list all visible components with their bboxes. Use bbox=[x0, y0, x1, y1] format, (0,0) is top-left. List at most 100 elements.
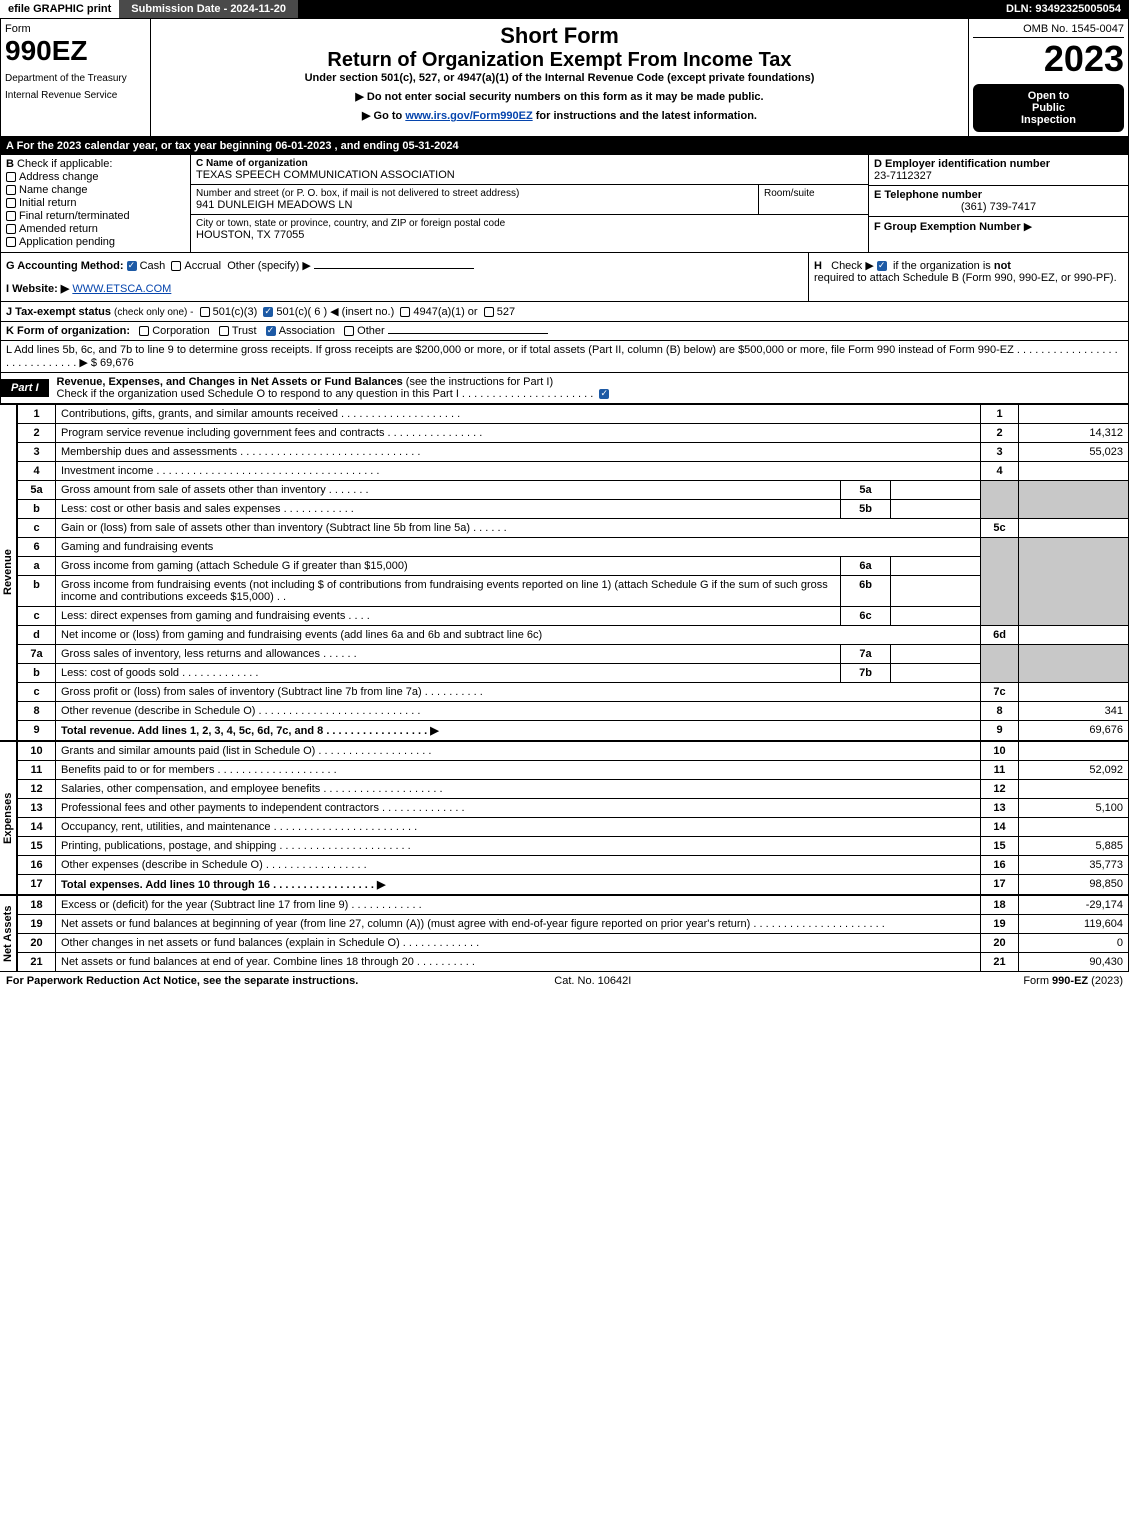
footer-left: For Paperwork Reduction Act Notice, see … bbox=[6, 975, 358, 987]
line-7b: bLess: cost of goods sold . . . . . . . … bbox=[18, 664, 1129, 683]
part1-check-line: Check if the organization used Schedule … bbox=[57, 388, 1120, 400]
gh-block: G Accounting Method: Cash Accrual Other … bbox=[0, 253, 1129, 302]
irs-link[interactable]: www.irs.gov/Form990EZ bbox=[405, 110, 532, 122]
net-assets-table: 18Excess or (deficit) for the year (Subt… bbox=[17, 895, 1129, 972]
e-label: E Telephone number bbox=[874, 189, 1123, 201]
check-final-return[interactable]: Final return/terminated bbox=[6, 210, 185, 222]
city-label: City or town, state or province, country… bbox=[196, 218, 863, 229]
checkbox-other-icon[interactable] bbox=[344, 326, 354, 336]
line-10: 10Grants and similar amounts paid (list … bbox=[18, 742, 1129, 761]
goto-note: ▶ Go to www.irs.gov/Form990EZ for instru… bbox=[155, 109, 964, 122]
ein-value: 23-7112327 bbox=[874, 170, 1123, 182]
line-6d: dNet income or (loss) from gaming and fu… bbox=[18, 626, 1129, 645]
top-bar: efile GRAPHIC print Submission Date - 20… bbox=[0, 0, 1129, 18]
form-header: Form 990EZ Department of the Treasury In… bbox=[0, 18, 1129, 137]
part1-header: Part I Revenue, Expenses, and Changes in… bbox=[0, 373, 1129, 404]
header-right: OMB No. 1545-0047 2023 Open to Public In… bbox=[968, 19, 1128, 136]
checkbox-icon[interactable] bbox=[6, 172, 16, 182]
org-name: TEXAS SPEECH COMMUNICATION ASSOCIATION bbox=[196, 169, 863, 181]
b-label: B Check if applicable: bbox=[6, 158, 185, 170]
checkbox-part1-icon[interactable] bbox=[599, 389, 609, 399]
net-assets-section: Net Assets 18Excess or (deficit) for the… bbox=[0, 895, 1129, 972]
c-label: C Name of organization bbox=[196, 158, 863, 169]
expenses-table: 10Grants and similar amounts paid (list … bbox=[17, 741, 1129, 895]
line-5a: 5aGross amount from sale of assets other… bbox=[18, 481, 1129, 500]
short-form-title: Short Form bbox=[155, 23, 964, 49]
checkbox-501c3-icon[interactable] bbox=[200, 307, 210, 317]
k-o3: Association bbox=[279, 325, 335, 337]
i-label: I Website: ▶ bbox=[6, 283, 69, 295]
form-subtitle: Under section 501(c), 527, or 4947(a)(1)… bbox=[155, 72, 964, 84]
checkbox-assoc-icon[interactable] bbox=[266, 326, 276, 336]
open-line3: Inspection bbox=[979, 114, 1118, 126]
g-label: G Accounting Method: bbox=[6, 260, 124, 272]
checkbox-accrual-icon[interactable] bbox=[171, 261, 181, 271]
line-2: 2Program service revenue including gover… bbox=[18, 424, 1129, 443]
line-6a: aGross income from gaming (attach Schedu… bbox=[18, 557, 1129, 576]
checkbox-corp-icon[interactable] bbox=[139, 326, 149, 336]
irs-label: Internal Revenue Service bbox=[5, 90, 146, 101]
h-text2: if the organization is bbox=[893, 260, 994, 272]
k-o4: Other bbox=[357, 325, 385, 337]
dln-label: DLN: 93492325005054 bbox=[998, 0, 1129, 18]
g-other: Other (specify) ▶ bbox=[227, 260, 311, 272]
header-center: Short Form Return of Organization Exempt… bbox=[151, 19, 968, 136]
net-assets-vertical-label: Net Assets bbox=[0, 895, 17, 972]
part1-title-sub: (see the instructions for Part I) bbox=[406, 376, 553, 388]
line-15: 15Printing, publications, postage, and s… bbox=[18, 837, 1129, 856]
street-label: Number and street (or P. O. box, if mail… bbox=[196, 188, 753, 199]
checkbox-trust-icon[interactable] bbox=[219, 326, 229, 336]
arrow-icon: ▶ bbox=[1024, 221, 1032, 233]
checkbox-501c-icon[interactable] bbox=[263, 307, 273, 317]
footer-catno: Cat. No. 10642I bbox=[554, 975, 631, 987]
check-application-pending[interactable]: Application pending bbox=[6, 236, 185, 248]
checkbox-4947-icon[interactable] bbox=[400, 307, 410, 317]
checkbox-icon[interactable] bbox=[6, 211, 16, 221]
efile-label[interactable]: efile GRAPHIC print bbox=[0, 0, 119, 18]
k-other-input[interactable] bbox=[388, 333, 548, 334]
j-o3: 4947(a)(1) or bbox=[413, 306, 477, 318]
l-text: L Add lines 5b, 6c, and 7b to line 9 to … bbox=[6, 344, 1118, 369]
street-value: 941 DUNLEIGH MEADOWS LN bbox=[196, 199, 753, 211]
g-other-input[interactable] bbox=[314, 268, 474, 269]
checkbox-icon[interactable] bbox=[6, 224, 16, 234]
line-1: 1Contributions, gifts, grants, and simil… bbox=[18, 405, 1129, 424]
check-address-change[interactable]: Address change bbox=[6, 171, 185, 183]
expenses-section: Expenses 10Grants and similar amounts pa… bbox=[0, 741, 1129, 895]
submission-date: Submission Date - 2024-11-20 bbox=[119, 0, 298, 18]
checkbox-h-icon[interactable] bbox=[877, 261, 887, 271]
city-value: HOUSTON, TX 77055 bbox=[196, 229, 863, 241]
form-title: Return of Organization Exempt From Incom… bbox=[155, 49, 964, 72]
part1-title: Revenue, Expenses, and Changes in Net As… bbox=[57, 376, 403, 388]
checkbox-icon[interactable] bbox=[6, 185, 16, 195]
j-sub: (check only one) - bbox=[114, 307, 193, 318]
revenue-vertical-label: Revenue bbox=[0, 404, 17, 741]
row-j: J Tax-exempt status (check only one) - 5… bbox=[0, 302, 1129, 322]
check-amended-return[interactable]: Amended return bbox=[6, 223, 185, 235]
checkbox-icon[interactable] bbox=[6, 198, 16, 208]
k-label: K Form of organization: bbox=[6, 325, 130, 337]
line-3: 3Membership dues and assessments . . . .… bbox=[18, 443, 1129, 462]
check-initial-return[interactable]: Initial return bbox=[6, 197, 185, 209]
checkbox-527-icon[interactable] bbox=[484, 307, 494, 317]
form-word: Form bbox=[5, 23, 146, 35]
checkbox-icon[interactable] bbox=[6, 237, 16, 247]
line-21: 21Net assets or fund balances at end of … bbox=[18, 953, 1129, 972]
open-line2: Public bbox=[979, 102, 1118, 114]
website-link[interactable]: WWW.ETSCA.COM bbox=[72, 283, 171, 295]
line-6: 6Gaming and fundraising events bbox=[18, 538, 1129, 557]
line-12: 12Salaries, other compensation, and empl… bbox=[18, 780, 1129, 799]
k-o1: Corporation bbox=[152, 325, 209, 337]
j-o1: 501(c)(3) bbox=[213, 306, 258, 318]
phone-value: (361) 739-7417 bbox=[874, 201, 1123, 213]
d-label: D Employer identification number bbox=[874, 158, 1123, 170]
check-name-change[interactable]: Name change bbox=[6, 184, 185, 196]
j-label: J Tax-exempt status bbox=[6, 306, 111, 318]
line-7c: cGross profit or (loss) from sales of in… bbox=[18, 683, 1129, 702]
goto-post: for instructions and the latest informat… bbox=[536, 110, 757, 122]
line-11: 11Benefits paid to or for members . . . … bbox=[18, 761, 1129, 780]
g-accrual: Accrual bbox=[184, 260, 221, 272]
checkbox-cash-icon[interactable] bbox=[127, 261, 137, 271]
dept-treasury: Department of the Treasury bbox=[5, 73, 146, 84]
bcdef-block: B Check if applicable: Address change Na… bbox=[0, 155, 1129, 253]
